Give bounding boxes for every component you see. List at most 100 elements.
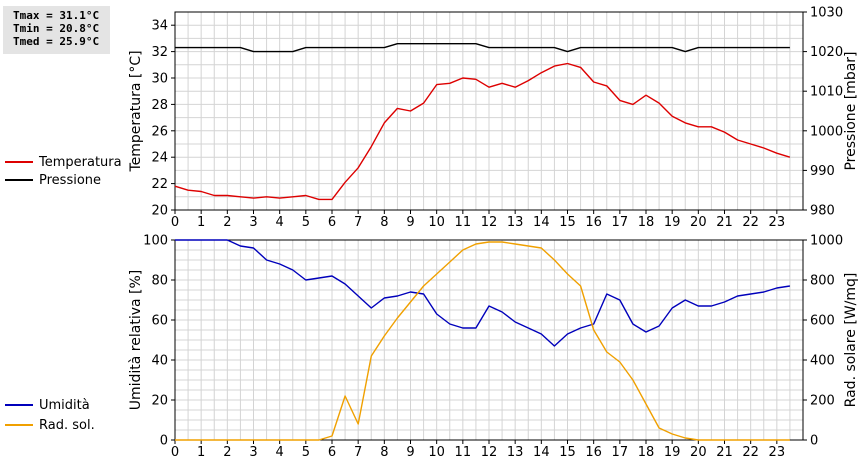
legend-item-humidity: Umidità (5, 395, 95, 415)
x-tick-label: 13 (507, 215, 524, 230)
x-tick-label: 17 (612, 445, 629, 460)
x-tick-label: 18 (638, 215, 655, 230)
y-axis-label: Temperatura [°C] (128, 50, 144, 172)
y-tick-label: 40 (151, 354, 168, 369)
chart-panel-2: 0 1 2 3 4 5 6 7 8 9 10 11 12 13 14 15 16 17 18 19 20 21 22 2302… (128, 234, 859, 460)
stat-tmin: Tmin = 20.8°C (13, 22, 100, 35)
legend-swatch (5, 161, 33, 163)
x-tick-label: 21 (716, 445, 733, 460)
y-tick-label: 80 (151, 274, 168, 289)
y-tick-label: 100 (143, 234, 168, 249)
y2-tick-label: 990 (810, 164, 835, 179)
y-tick-label: 34 (151, 19, 168, 34)
x-tick-label: 7 (354, 445, 362, 460)
legend-label: Pressione (39, 172, 102, 188)
x-tick-label: 6 (328, 445, 336, 460)
y2-tick-label: 980 (810, 204, 835, 219)
y2-tick-label: 0 (810, 434, 818, 449)
y-tick-label: 26 (151, 124, 168, 139)
x-tick-label: 16 (585, 445, 602, 460)
series-line-umidit (175, 239, 791, 347)
x-tick-label: 0 (171, 215, 179, 230)
y2-tick-label: 1000 (810, 124, 843, 139)
x-tick-label: 5 (302, 215, 310, 230)
x-tick-label: 8 (380, 445, 388, 460)
y2-tick-label: 1000 (810, 234, 843, 249)
y2-tick-label: 1020 (810, 45, 843, 60)
series-line-rad-sol (175, 241, 790, 441)
x-tick-label: 17 (612, 215, 629, 230)
x-tick-label: 22 (742, 215, 759, 230)
y2-axis-label: Rad. solare [W/mq] (843, 273, 859, 408)
y2-tick-label: 800 (810, 274, 835, 289)
stat-tmax: Tmax = 31.1°C (13, 9, 100, 22)
x-tick-label: 16 (585, 215, 602, 230)
y-tick-label: 24 (151, 151, 168, 166)
series-line-pressione (175, 43, 790, 53)
series-line-temperatura (174, 62, 791, 201)
y2-tick-label: 600 (810, 314, 835, 329)
x-tick-label: 9 (406, 445, 414, 460)
legend-swatch (5, 179, 33, 181)
x-tick-label: 10 (428, 215, 445, 230)
x-tick-label: 4 (276, 445, 284, 460)
x-tick-label: 14 (533, 215, 550, 230)
legend-bottom: Umidità Rad. sol. (5, 395, 95, 435)
x-tick-label: 11 (455, 445, 472, 460)
chart-panel-1: 0 1 2 3 4 5 6 7 8 9 10 11 12 13 14 15 16 17 18 19 20 21 22 2320… (128, 6, 859, 231)
x-tick-label: 21 (716, 215, 733, 230)
x-tick-label: 19 (664, 215, 681, 230)
x-tick-label: 19 (664, 445, 681, 460)
legend-item-pressure: Pressione (5, 171, 122, 189)
legend-swatch (5, 404, 33, 406)
y-tick-label: 30 (151, 72, 168, 87)
x-tick-label: 2 (223, 445, 231, 460)
x-tick-label: 11 (455, 215, 472, 230)
x-tick-label: 23 (769, 445, 786, 460)
x-tick-label: 12 (481, 445, 498, 460)
x-tick-label: 22 (742, 445, 759, 460)
y2-tick-label: 1010 (810, 85, 843, 100)
x-tick-label: 3 (249, 215, 257, 230)
y-tick-label: 22 (151, 177, 168, 192)
x-tick-label: 12 (481, 215, 498, 230)
x-tick-label: 13 (507, 445, 524, 460)
legend-label: Umidità (39, 397, 90, 413)
legend-item-temperature: Temperatura (5, 153, 122, 171)
x-tick-label: 14 (533, 445, 550, 460)
y2-tick-label: 200 (810, 394, 835, 409)
y2-axis-label: Pressione [mbar] (843, 51, 859, 170)
x-tick-label: 1 (197, 215, 205, 230)
stat-tmed: Tmed = 25.9°C (13, 35, 100, 48)
x-tick-label: 3 (249, 445, 257, 460)
x-tick-label: 6 (328, 215, 336, 230)
x-tick-label: 7 (354, 215, 362, 230)
x-tick-label: 23 (769, 215, 786, 230)
y2-tick-label: 400 (810, 354, 835, 369)
legend-label: Rad. sol. (39, 417, 95, 433)
y-tick-label: 28 (151, 98, 168, 113)
x-tick-label: 9 (406, 215, 414, 230)
y2-tick-label: 1030 (810, 6, 843, 21)
legend-swatch (5, 424, 33, 426)
y-tick-label: 20 (151, 394, 168, 409)
x-tick-label: 0 (171, 445, 179, 460)
x-tick-label: 8 (380, 215, 388, 230)
x-tick-label: 1 (197, 445, 205, 460)
x-tick-label: 4 (276, 215, 284, 230)
legend-top: Temperatura Pressione (5, 153, 122, 189)
y-tick-label: 0 (160, 434, 168, 449)
y-tick-label: 32 (151, 45, 168, 60)
y-tick-label: 60 (151, 314, 168, 329)
x-tick-label: 15 (559, 445, 576, 460)
stats-box: Tmax = 31.1°C Tmin = 20.8°C Tmed = 25.9°… (3, 6, 110, 54)
x-tick-label: 5 (302, 445, 310, 460)
x-tick-label: 2 (223, 215, 231, 230)
x-tick-label: 18 (638, 445, 655, 460)
y-axis-label: Umidità relativa [%] (128, 270, 144, 411)
x-tick-label: 15 (559, 215, 576, 230)
x-tick-label: 20 (690, 445, 707, 460)
legend-label: Temperatura (39, 154, 122, 170)
x-tick-label: 10 (428, 445, 445, 460)
